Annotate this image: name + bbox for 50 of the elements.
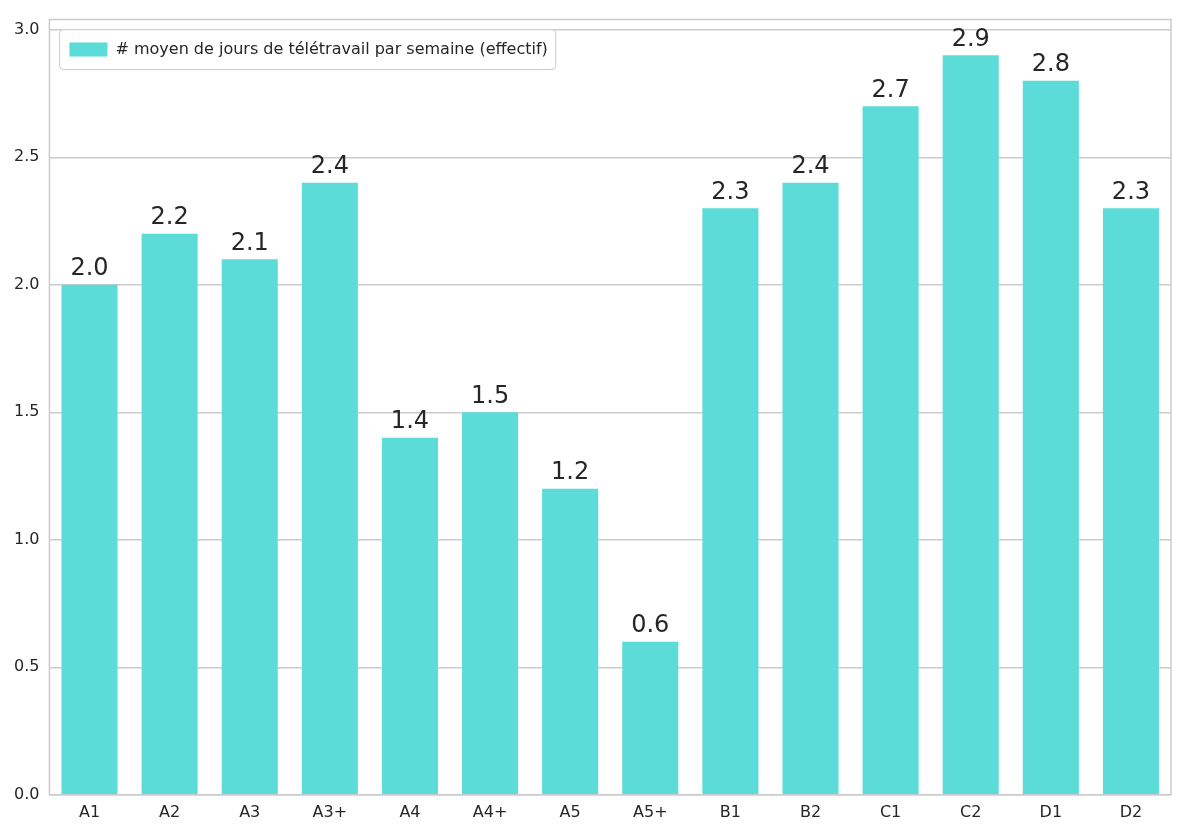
x-tick-label: A1 bbox=[78, 801, 101, 821]
y-tick-label: 0.0 bbox=[13, 783, 40, 803]
bar bbox=[61, 284, 118, 795]
x-tick-label: C1 bbox=[879, 801, 902, 821]
x-tick-label: A3 bbox=[239, 801, 261, 821]
y-tick-label: 1.0 bbox=[13, 528, 40, 548]
bar bbox=[542, 488, 599, 795]
x-tick-label: A5 bbox=[559, 801, 581, 821]
x-tick-label: D2 bbox=[1119, 801, 1143, 821]
y-tick-label: 2.5 bbox=[13, 146, 40, 166]
data-label: 1.2 bbox=[551, 457, 590, 486]
data-label: 1.5 bbox=[470, 380, 510, 409]
bar bbox=[1102, 208, 1159, 795]
data-label: 1.4 bbox=[390, 406, 430, 435]
x-tick-label: A4+ bbox=[472, 801, 508, 821]
y-tick-label: 2.0 bbox=[13, 273, 40, 293]
bar bbox=[381, 437, 438, 795]
bar bbox=[782, 182, 839, 795]
bar bbox=[141, 233, 198, 795]
y-tick-label: 0.5 bbox=[13, 656, 40, 676]
data-label: 2.7 bbox=[871, 74, 910, 103]
bar bbox=[862, 106, 919, 795]
bar bbox=[462, 412, 519, 795]
bar bbox=[301, 182, 358, 795]
y-tick-label: 1.5 bbox=[13, 401, 40, 421]
x-tick-label: A4 bbox=[399, 801, 421, 821]
data-label: 2.9 bbox=[951, 23, 990, 52]
y-tick-label: 3.0 bbox=[13, 18, 40, 38]
bar bbox=[221, 259, 278, 795]
data-label: 2.0 bbox=[70, 253, 109, 282]
data-label: 2.1 bbox=[230, 227, 269, 256]
data-label: 2.8 bbox=[1031, 49, 1070, 78]
bar bbox=[942, 55, 999, 795]
x-tick-label: A3+ bbox=[312, 801, 348, 821]
bar bbox=[702, 208, 759, 795]
data-label: 2.3 bbox=[711, 176, 750, 205]
x-tick-label: B1 bbox=[719, 801, 741, 821]
legend-label: # moyen de jours de télétravail par semaine (effectif) bbox=[115, 38, 548, 58]
data-label: 2.4 bbox=[310, 151, 349, 180]
bar bbox=[622, 641, 679, 795]
data-label: 2.2 bbox=[150, 202, 189, 231]
x-tick-label: C2 bbox=[960, 801, 982, 821]
data-label: 0.6 bbox=[631, 610, 670, 639]
x-tick-label: B2 bbox=[799, 801, 822, 821]
data-label: 2.4 bbox=[791, 151, 830, 180]
data-label: 2.3 bbox=[1111, 176, 1151, 205]
bar bbox=[1022, 80, 1079, 795]
x-tick-label: A2 bbox=[159, 801, 181, 821]
x-tick-label: D1 bbox=[1039, 801, 1063, 821]
x-tick-label: A5+ bbox=[633, 801, 668, 821]
